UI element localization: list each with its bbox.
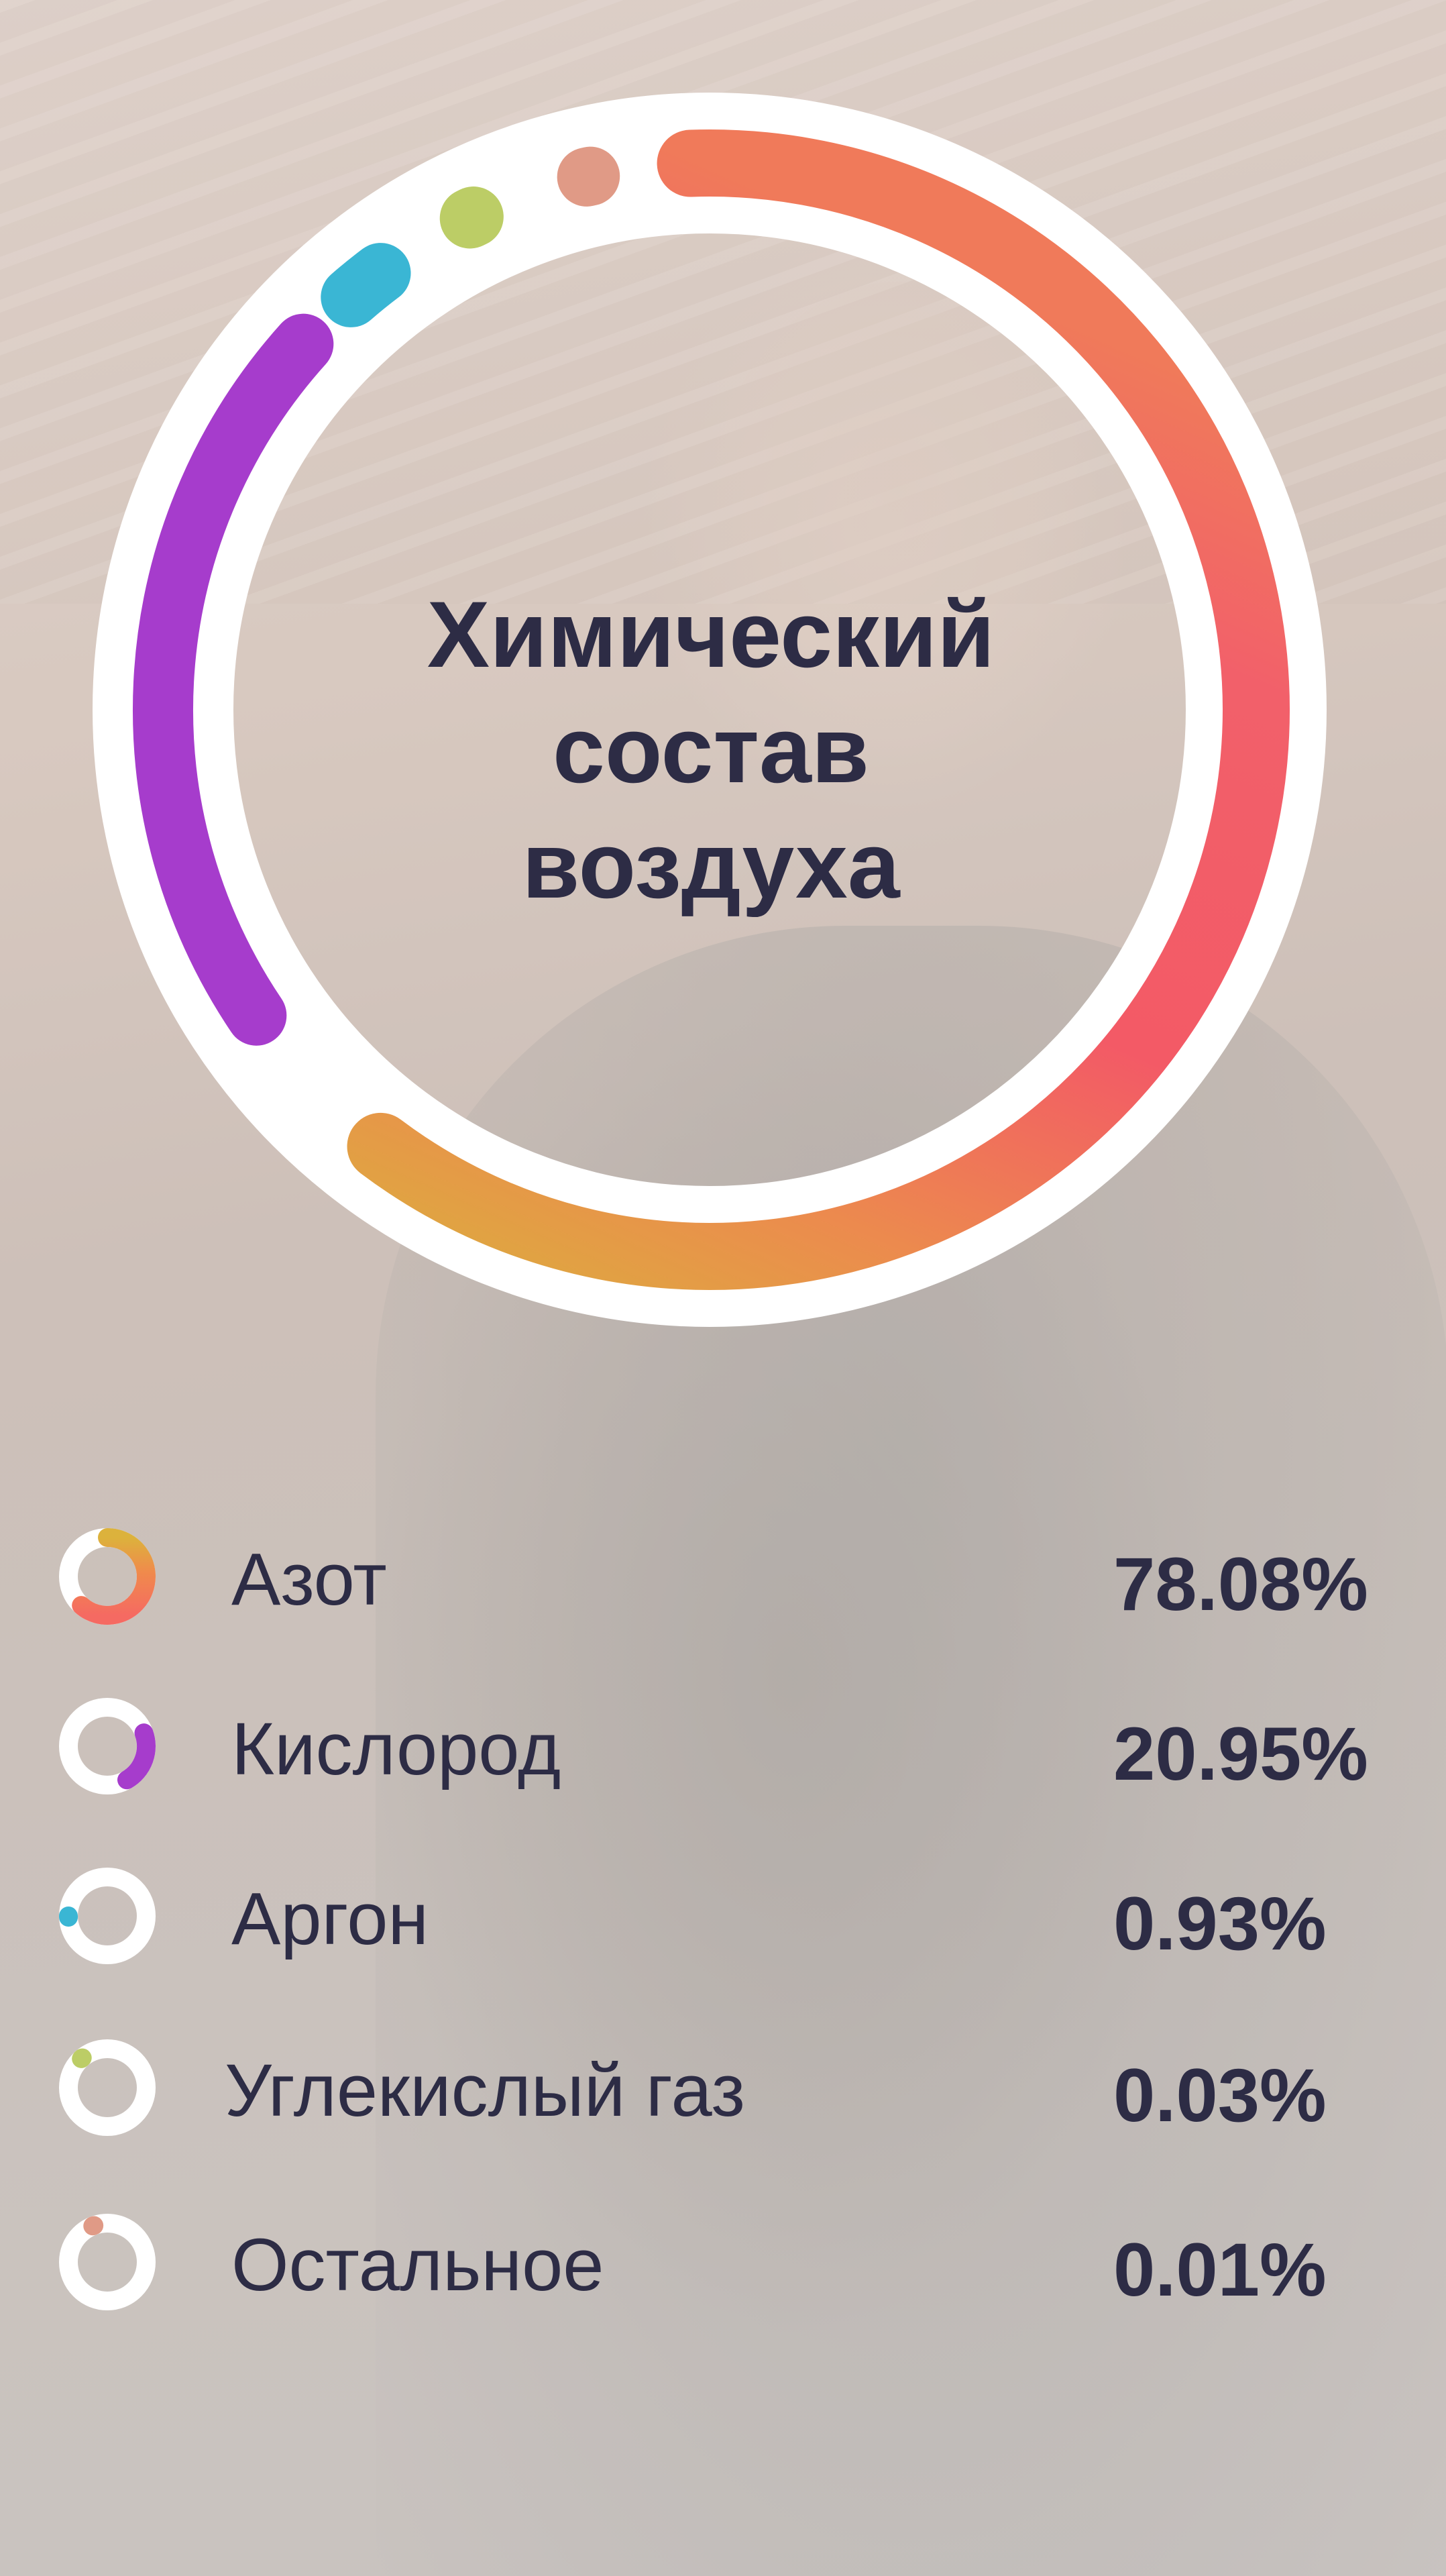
oxygen-mini-donut-icon — [59, 1698, 156, 1794]
donut-segment-oxygen — [133, 313, 334, 1046]
legend-value: 0.93% — [1113, 1882, 1327, 1966]
mini-donut-segment-nitrogen — [72, 1528, 156, 1625]
other-mini-donut-icon — [59, 2214, 156, 2310]
nitrogen-mini-donut-icon — [59, 1528, 156, 1625]
legend-label: Остальное — [231, 2224, 604, 2306]
donut-segment-co2 — [439, 186, 504, 249]
chart-title-line-3: воздуха — [522, 812, 900, 918]
legend-item-other: Остальное 0.01% — [54, 2208, 1395, 2316]
argon-mini-donut-icon — [59, 1868, 156, 1964]
legend-item-argon: Аргон 0.93% — [54, 1862, 1395, 1970]
legend-value: 0.01% — [1113, 2228, 1327, 2312]
legend-label: Азот — [231, 1538, 387, 1621]
legend-item-co2: Углекислый газ 0.03% — [54, 2034, 1395, 2141]
legend-label: Аргон — [231, 1878, 429, 1960]
legend-item-nitrogen: Азот 78.08% — [54, 1523, 1395, 1630]
co2-mini-donut-icon — [59, 2039, 156, 2136]
legend-value: 78.08% — [1113, 1542, 1368, 1626]
chart-title-line-2: состав — [553, 697, 869, 802]
donut-segment-nitrogen — [347, 129, 1290, 1290]
legend-label: Углекислый газ — [225, 2049, 745, 2132]
donut-segment-other — [557, 146, 620, 207]
chart-title-line-1: Химический — [427, 582, 995, 687]
legend-value: 20.95% — [1113, 1712, 1368, 1796]
mini-donut-segment-co2 — [72, 2048, 92, 2068]
chart-title: Химический состав воздуха — [376, 577, 1046, 923]
mini-donut-segment-oxygen — [117, 1723, 156, 1790]
donut-segment-argon — [321, 243, 411, 327]
legend-value: 0.03% — [1113, 2053, 1327, 2137]
legend-label: Кислород — [231, 1708, 561, 1790]
background-person-head — [711, 282, 1087, 738]
legend-item-oxygen: Кислород 20.95% — [54, 1693, 1395, 1800]
